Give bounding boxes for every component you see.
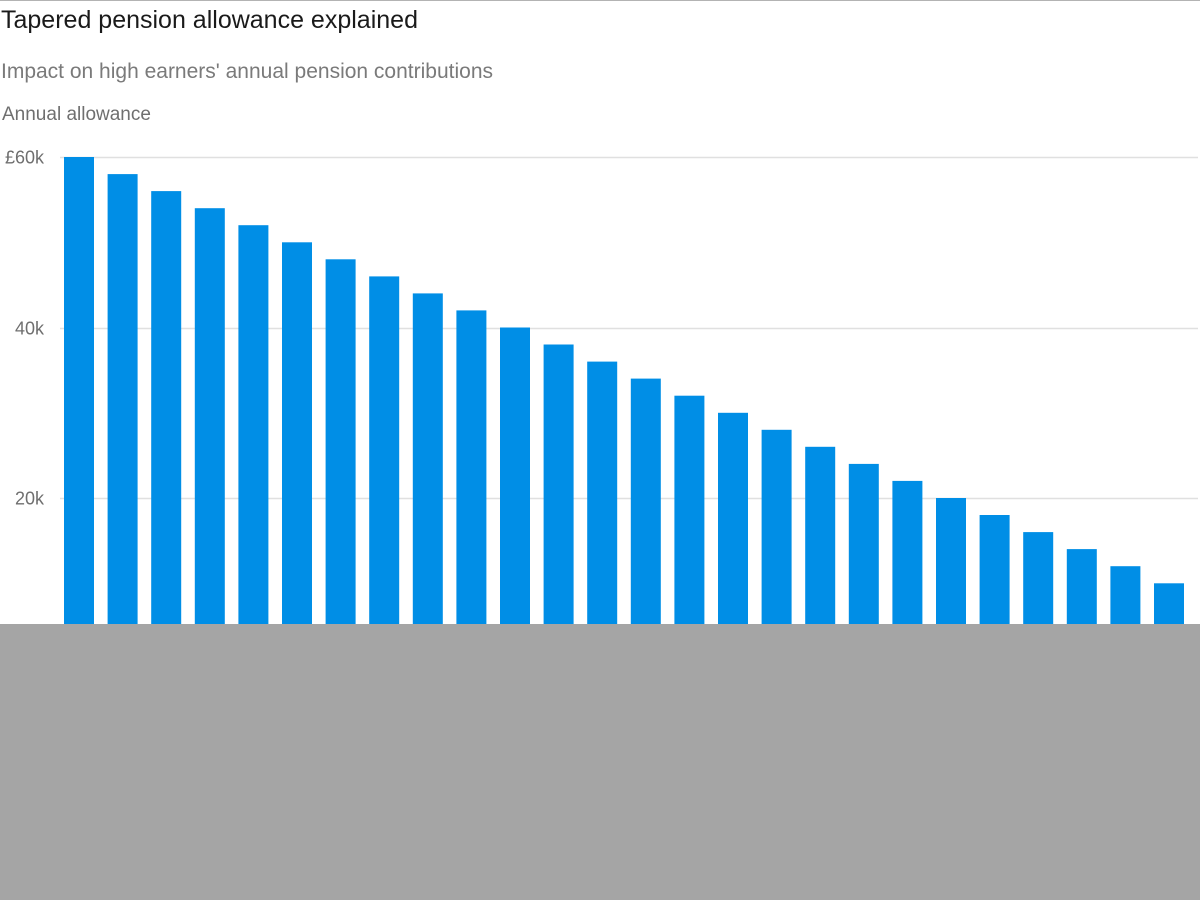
y-tick-label-1: 40k <box>15 319 45 339</box>
bar-11 <box>543 344 574 669</box>
grey-overlay <box>0 624 1200 900</box>
bar-14 <box>674 395 705 669</box>
bar-7 <box>369 276 400 669</box>
bar-10 <box>500 327 530 669</box>
y-tick-label-0: 20k <box>15 489 45 509</box>
bar-3 <box>194 208 225 669</box>
y-axis-ticks: 20k 40k £60k <box>5 148 45 509</box>
y-axis-title: Annual allowance <box>2 104 151 125</box>
y-tick-label-2: £60k <box>5 148 45 168</box>
bar-4 <box>238 225 269 669</box>
bar-6 <box>325 259 356 669</box>
bar-2 <box>151 191 182 669</box>
bar-0 <box>64 157 94 669</box>
bar-1 <box>107 174 138 669</box>
bar-9 <box>456 310 487 669</box>
bar-8 <box>412 293 443 669</box>
gridlines <box>60 156 1198 500</box>
bar-13 <box>630 378 661 669</box>
bars <box>64 157 1184 669</box>
bar-12 <box>587 361 618 669</box>
chart-title: Tapered pension allowance explained <box>1 6 418 34</box>
top-rule <box>0 0 1200 1</box>
grey-overlay-notch <box>0 631 64 638</box>
bar-5 <box>282 242 312 669</box>
chart-subtitle: Impact on high earners' annual pension c… <box>1 60 493 83</box>
